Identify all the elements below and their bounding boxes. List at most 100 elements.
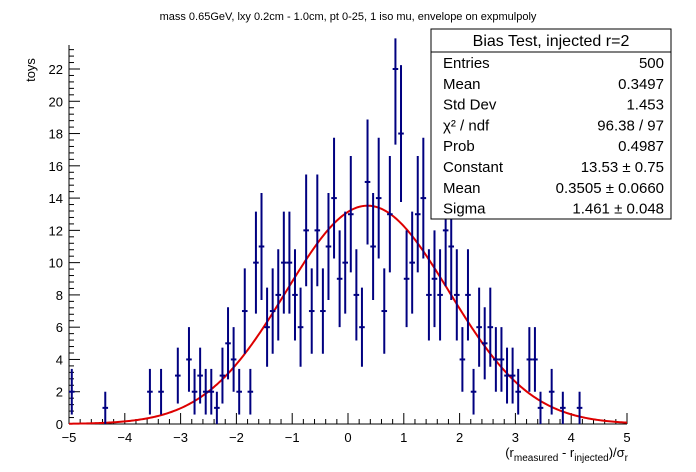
x-tick-label: 1 [400,430,407,445]
stats-row-label: Constant [443,159,504,176]
y-tick-label: 18 [49,127,63,142]
stats-row-label: Sigma [443,201,486,218]
data-point [275,249,282,341]
data-point [281,211,287,314]
stats-row-label: Std Dev [443,97,497,114]
data-point [409,211,415,314]
data-point [308,268,315,354]
data-point [459,327,466,392]
data-point [392,38,399,145]
y-tick-label: 12 [49,223,63,238]
stats-rows: Entries 500 Mean 0.3497 Std Dev 1.453 χ² / ndf… [443,55,664,218]
stats-row-value: 0.3497 [618,76,664,93]
data-point [454,249,460,341]
x-tick-label: 4 [568,430,575,445]
data-point [509,347,516,404]
data-point [414,156,421,273]
stats-row-value: 500 [639,55,664,72]
y-tick-label: 8 [56,288,63,303]
data-point [426,249,432,341]
stats-row-value: 0.3505 ± 0.0660 [556,180,664,197]
x-axis-title-sub: injected [574,453,608,464]
fit-curve-group [68,204,628,425]
data-point [258,192,265,301]
x-tick-label: −1 [285,430,300,445]
data-point [186,327,192,392]
data-point [470,368,477,415]
data-point [69,368,75,415]
data-points-group [69,38,583,424]
stats-row-label: Prob [443,138,475,155]
x-ticks: −5 −4 −3 −2 −1 0 1 2 3 4 5 [62,413,631,445]
y-tick-label: 14 [49,191,63,206]
data-point [493,327,499,392]
stats-panel: Bias Test, injected r=2 Entries 500 Mean 0.… [430,28,672,220]
stats-row-value: 0.4987 [618,138,664,155]
stats-row-label: Mean [443,180,481,197]
data-point [560,391,566,424]
data-point [208,368,215,415]
data-point [537,391,544,424]
data-point [498,327,505,392]
stats-row-value: 13.53 ± 0.75 [581,159,664,176]
x-axis-title-part: )/σ [609,445,625,460]
data-point [303,174,309,287]
data-point [175,347,181,404]
y-tick-label: 10 [49,256,63,271]
y-tick-label: 6 [56,320,63,335]
chart-title: mass 0.65GeV, lxy 0.2cm - 1.0cm, pt 0-25… [160,11,537,23]
data-point [375,137,382,259]
data-point [387,156,393,273]
data-point [487,287,494,367]
data-point [504,347,510,404]
data-point [481,307,488,380]
x-axis-title-part: (r [505,445,514,460]
x-tick-label: 3 [512,430,519,445]
y-tick-label: 22 [49,62,63,77]
data-point [370,192,376,301]
data-point [236,368,242,415]
stats-title: Bias Test, injected r=2 [473,33,630,50]
data-point [342,211,348,314]
stats-row-label: Entries [443,55,490,72]
x-axis-title-sub: r [625,453,629,464]
x-tick-label: −4 [117,430,132,445]
data-point [331,137,337,259]
x-tick-label: −3 [173,430,188,445]
data-point [431,230,438,328]
data-point [214,391,220,424]
y-tick-label: 0 [56,417,63,432]
data-point [515,368,521,415]
data-point [398,65,404,203]
data-point [191,368,198,415]
stats-body-box [430,51,672,220]
x-axis-title-part: - r [558,445,575,460]
data-point [403,230,410,328]
data-point [526,327,533,392]
x-tick-label: −2 [229,430,244,445]
x-tick-label: −5 [62,430,77,445]
y-axis-title: toys [23,58,38,82]
data-point [364,119,371,245]
y-tick-label: 4 [56,352,63,367]
y-tick-label: 2 [56,385,63,400]
x-axis-title-sub: measured [514,453,558,464]
data-point [353,249,360,341]
data-point [230,327,237,392]
data-point [420,137,427,259]
x-axis-title: (rmeasured - rinjected)/σr [505,445,628,464]
data-point [336,230,343,328]
y-ticks: 0 2 4 6 8 10 12 14 16 18 20 22 [49,49,80,432]
data-point [325,192,332,301]
x-tick-label: 0 [344,430,351,445]
data-point [286,211,293,314]
data-point [264,287,270,367]
data-point [292,249,298,341]
data-point [147,368,153,415]
data-point [219,347,226,404]
stats-row-label: Mean [443,76,481,93]
data-point [158,368,164,415]
y-tick-label: 20 [49,94,63,109]
data-point [202,368,209,415]
